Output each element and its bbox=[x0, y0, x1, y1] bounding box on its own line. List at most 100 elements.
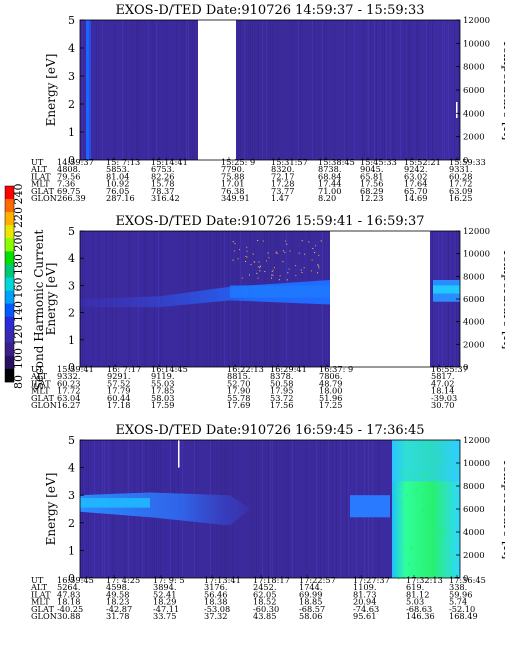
texture-streak bbox=[298, 20, 299, 160]
speckle bbox=[246, 250, 248, 252]
orbit-cell: 619. bbox=[406, 582, 424, 592]
orbit-cell: 63.04 bbox=[57, 393, 80, 403]
texture-streak bbox=[346, 20, 347, 160]
orbit-cell: 17:27:37 bbox=[353, 575, 390, 585]
texture-streak bbox=[408, 20, 409, 160]
texture-streak bbox=[386, 20, 387, 160]
intensity-streak bbox=[89, 20, 91, 160]
texture-streak bbox=[152, 20, 153, 160]
speckle bbox=[270, 277, 272, 279]
y-tick-label: 1 bbox=[68, 126, 75, 139]
texture-streak bbox=[370, 20, 371, 160]
speckle bbox=[301, 271, 303, 273]
orbit-cell: 15.78 bbox=[151, 179, 174, 189]
orbit-cell: 15:31:57 bbox=[271, 157, 308, 167]
orbit-cell: 51.96 bbox=[319, 393, 342, 403]
speckle bbox=[423, 560, 425, 564]
orbit-cell: 2452. bbox=[253, 582, 276, 592]
speckle bbox=[275, 252, 277, 254]
colorbar-label: Second Harmonic Current bbox=[32, 230, 46, 391]
orbit-cell: 3894. bbox=[153, 582, 176, 592]
orbit-cell: 7.36 bbox=[57, 179, 75, 189]
colorbar-tick-label: 160 bbox=[12, 278, 25, 299]
speckle bbox=[286, 243, 288, 245]
orbit-cell: 9045. bbox=[360, 164, 383, 174]
speckle bbox=[273, 267, 275, 269]
speckle bbox=[429, 485, 431, 489]
texture-streak bbox=[254, 20, 255, 160]
orbit-row-label: ILAT bbox=[31, 171, 51, 181]
speckle bbox=[456, 466, 458, 470]
speckle bbox=[450, 573, 452, 577]
speckle bbox=[286, 279, 288, 281]
texture-streak bbox=[122, 20, 123, 160]
orbit-cell: 9291. bbox=[107, 371, 130, 381]
speckle bbox=[402, 546, 404, 550]
intensity-streak bbox=[86, 20, 89, 160]
speckle bbox=[259, 267, 261, 269]
speckle bbox=[437, 461, 439, 465]
speckle bbox=[431, 504, 433, 508]
texture-streak bbox=[250, 20, 251, 160]
orbit-cell: 63.09 bbox=[449, 186, 472, 196]
orbit-cell: 56.46 bbox=[204, 589, 227, 599]
texture-streak bbox=[270, 440, 271, 578]
orbit-row-label: UT bbox=[31, 364, 44, 374]
speckle bbox=[250, 264, 252, 266]
texture-streak bbox=[258, 20, 259, 160]
orbit-cell: 43.85 bbox=[253, 611, 276, 621]
speckle bbox=[403, 576, 405, 580]
orbit-cell: 95.61 bbox=[353, 611, 376, 621]
y-tick-label: 3 bbox=[68, 489, 75, 502]
orbit-cell: 12.23 bbox=[360, 193, 383, 203]
texture-streak bbox=[154, 20, 155, 160]
y-tick-label: 0 bbox=[68, 572, 75, 585]
orbit-cell: 31.78 bbox=[106, 611, 129, 621]
speckle bbox=[232, 241, 234, 243]
speckle bbox=[401, 470, 403, 474]
panel-1: EXOS-D/TED Date:910726 14:59:37 - 15:59:… bbox=[30, 3, 505, 203]
orbit-cell: 17.25 bbox=[319, 400, 342, 410]
colorbar-swatch bbox=[5, 355, 14, 370]
orbit-cell: 1109. bbox=[353, 582, 376, 592]
texture-streak bbox=[96, 20, 97, 160]
orbit-row-label: GLON bbox=[31, 611, 57, 621]
speckle bbox=[275, 251, 277, 253]
panel-2: EXOS-D/TED Date:910726 15:59:41 - 16:59:… bbox=[30, 214, 505, 410]
orbit-cell: 33.75 bbox=[153, 611, 176, 621]
colorbar-swatch bbox=[5, 329, 14, 344]
orbit-cell: 81.12 bbox=[406, 589, 429, 599]
texture-streak bbox=[182, 20, 183, 160]
y2-tick-label: 12000 bbox=[463, 227, 490, 237]
speckle bbox=[295, 274, 297, 276]
texture-streak bbox=[80, 20, 81, 160]
orbit-cell: 69.99 bbox=[299, 589, 322, 599]
speckle bbox=[295, 265, 297, 267]
orbit-cell: 8378. bbox=[270, 371, 293, 381]
y2-tick-label: 0 bbox=[463, 574, 468, 584]
speckle bbox=[253, 261, 255, 263]
y-tick-label: 2 bbox=[68, 307, 75, 320]
y2-tick-label: 0 bbox=[463, 363, 468, 373]
texture-streak bbox=[268, 440, 269, 578]
speckle bbox=[311, 259, 313, 261]
speckle bbox=[266, 260, 268, 262]
speckle bbox=[395, 496, 397, 500]
texture-streak bbox=[252, 440, 253, 578]
orbit-cell: 18.38 bbox=[204, 597, 227, 607]
y2-axis-label: Temperature [K] bbox=[501, 40, 505, 141]
y2-tick-label: 10000 bbox=[463, 250, 490, 260]
orbit-cell: 68.84 bbox=[318, 171, 341, 181]
texture-streak bbox=[390, 20, 391, 160]
y-tick-label: 5 bbox=[68, 434, 75, 447]
texture-streak bbox=[256, 440, 257, 578]
speckle bbox=[272, 269, 274, 271]
orbit-row-label: UT bbox=[31, 157, 44, 167]
orbit-cell: 16:37: 9 bbox=[319, 364, 353, 374]
orbit-cell: 16.27 bbox=[57, 400, 80, 410]
y2-tick-label: 6000 bbox=[463, 295, 485, 305]
y2-tick-label: 2000 bbox=[463, 133, 485, 143]
y-tick-label: 2 bbox=[68, 517, 75, 530]
orbit-cell: 5.03 bbox=[406, 597, 424, 607]
speckle bbox=[289, 250, 291, 252]
